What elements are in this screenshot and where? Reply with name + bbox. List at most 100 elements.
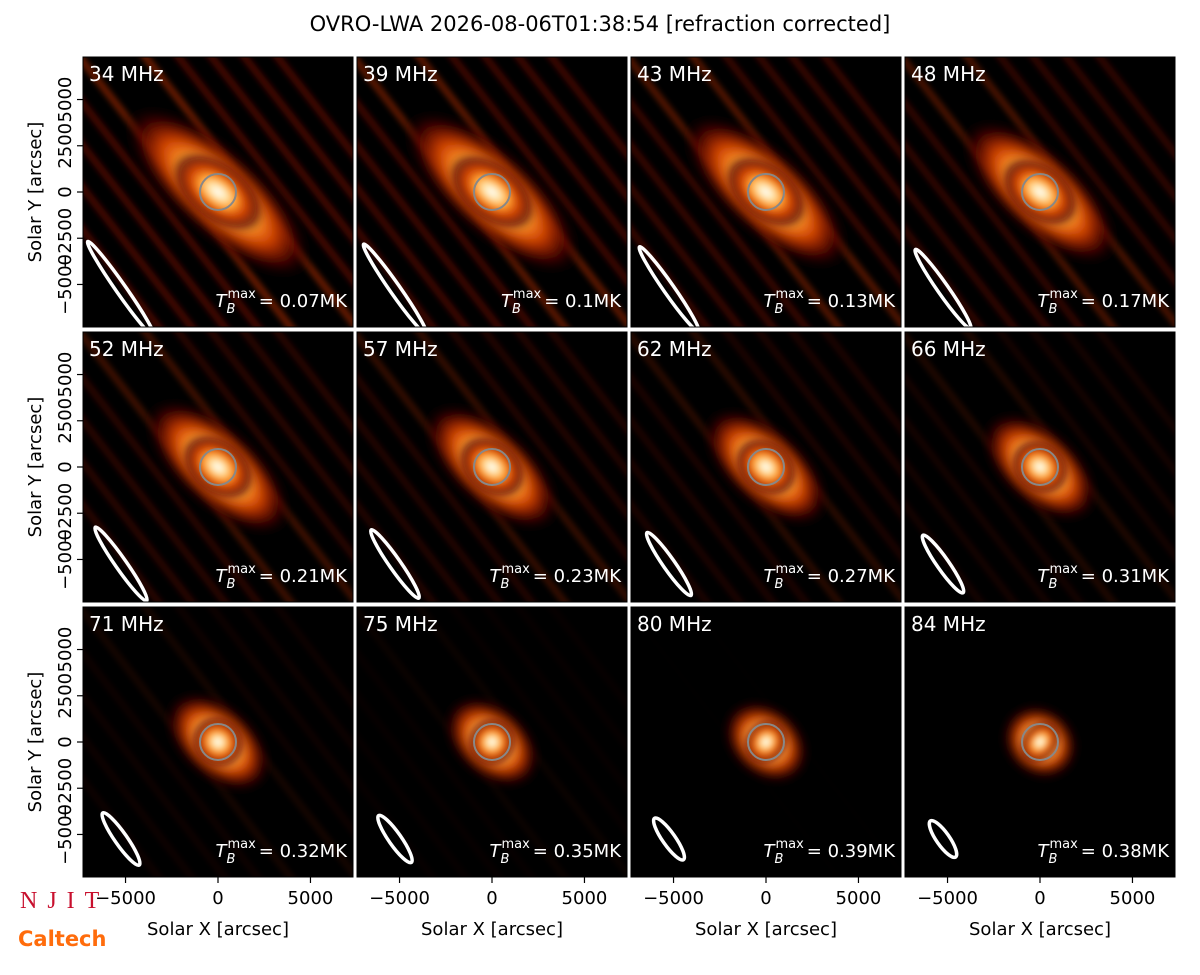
- sidelobe-streak: [83, 64, 295, 327]
- sidelobe-streak: [631, 57, 864, 327]
- annotation-text: = 0.17MK: [1081, 291, 1170, 312]
- annotation-sup: max: [775, 837, 804, 852]
- x-tick-label: 5000: [562, 888, 608, 909]
- annotation-symbol: T: [764, 291, 777, 312]
- emission-core: [458, 435, 526, 499]
- x-axis-label: Solar X [arcsec]: [421, 919, 563, 940]
- y-tick-label: 2500: [55, 123, 76, 169]
- panel: [631, 57, 901, 327]
- sidelobe-streak: [905, 64, 1117, 327]
- annotation-text: = 0.21MK: [259, 566, 348, 587]
- panel-frame: [630, 56, 902, 328]
- annotation-sub: B: [501, 852, 510, 867]
- annotation-text: = 0.23MK: [533, 566, 622, 587]
- x-tick-label: 0: [212, 888, 223, 909]
- solar-disk: [473, 173, 511, 211]
- sidelobe-streak: [83, 630, 275, 877]
- y-tick-label: 5000: [55, 77, 76, 123]
- sidelobe-streak: [456, 332, 627, 563]
- solar-disk: [1021, 448, 1059, 486]
- sidelobe-streak: [942, 57, 1175, 327]
- x-tick-label: 0: [760, 888, 771, 909]
- annotation-sup: max: [227, 287, 256, 302]
- beam: [368, 527, 422, 601]
- y-tick-label: −2500: [55, 483, 76, 544]
- annotation-text: = 0.32MK: [259, 841, 348, 862]
- annotation-sup: max: [501, 562, 530, 577]
- annotation-symbol: T: [216, 841, 229, 862]
- sidelobe-streak: [709, 57, 901, 304]
- solar-disk: [747, 448, 785, 486]
- sidelobe-streak: [435, 57, 627, 304]
- sidelobe-streak: [905, 80, 1097, 327]
- sidelobe-streak: [905, 57, 1138, 327]
- sidelobes: [83, 332, 353, 602]
- y-tick-label: −2500: [55, 208, 76, 269]
- y-axis-label: Solar Y [arcsec]: [25, 397, 46, 538]
- annotation: TBmax = 0.39MK: [764, 837, 897, 867]
- sidelobe-streak: [357, 57, 590, 327]
- annotation-sub: B: [1049, 852, 1058, 867]
- panel-title: 39 MHz: [363, 62, 438, 86]
- sidelobe-streak: [631, 64, 843, 327]
- sidelobe-streak: [942, 332, 1175, 602]
- emission-core: [734, 437, 798, 497]
- sidelobe-streak: [83, 332, 316, 602]
- y-tick-label: −5000: [55, 254, 76, 315]
- solar-disk: [473, 723, 511, 761]
- sidelobe-streak: [415, 57, 627, 320]
- annotation: TBmax = 0.1MK: [501, 287, 622, 317]
- panel-title: 34 MHz: [89, 62, 164, 86]
- sidelobe-streak: [357, 80, 549, 327]
- panel: [83, 607, 353, 877]
- annotation-sub: B: [775, 852, 784, 867]
- emission-core: [171, 151, 265, 233]
- sidelobe-streak: [161, 57, 353, 304]
- x-tick-label: −5000: [643, 888, 704, 909]
- y-tick-label: −5000: [55, 529, 76, 590]
- sidelobe-streak: [668, 57, 901, 327]
- njit-logo: NJIT: [20, 888, 109, 914]
- panel: [357, 332, 627, 602]
- figure-title: OVRO-LWA 2026-08-06T01:38:54 [refraction…: [310, 12, 891, 36]
- sidelobe-streak: [357, 630, 549, 877]
- sidelobe-streak: [120, 332, 353, 602]
- x-tick-label: 5000: [1110, 888, 1156, 909]
- y-tick-label: 0: [55, 736, 76, 747]
- emission-core: [1001, 157, 1079, 227]
- panel: [83, 332, 353, 602]
- annotation-sub: B: [1049, 302, 1058, 317]
- sidelobe-streak: [161, 332, 353, 579]
- annotation-sub: B: [775, 577, 784, 592]
- annotation-text: = 0.13MK: [807, 291, 896, 312]
- y-tick-label: 5000: [55, 352, 76, 398]
- x-tick-label: 0: [1034, 888, 1045, 909]
- annotation-sub: B: [501, 577, 510, 592]
- y-tick-label: −5000: [55, 804, 76, 865]
- solar-disk: [747, 723, 785, 761]
- sidelobe-streak: [120, 57, 353, 327]
- emission-core: [181, 433, 255, 501]
- sidelobe-streak: [631, 355, 823, 602]
- solar-disk: [473, 448, 511, 486]
- panel: [905, 607, 1175, 877]
- sidelobe-streak: [415, 332, 627, 595]
- annotation-sub: B: [775, 302, 784, 317]
- annotation-symbol: T: [1038, 841, 1051, 862]
- annotation-sup: max: [1049, 837, 1078, 852]
- annotation: TBmax = 0.21MK: [216, 562, 349, 592]
- annotation-text: = 0.35MK: [533, 841, 622, 862]
- sidelobe-streak: [83, 57, 316, 327]
- sidelobe-streak: [182, 332, 353, 563]
- emission-core: [1010, 439, 1070, 495]
- sidelobe-streak: [394, 57, 627, 327]
- annotation: TBmax = 0.13MK: [764, 287, 897, 317]
- sidelobe-streak: [120, 607, 353, 877]
- sidelobe-streak: [905, 332, 1138, 602]
- x-tick-label: 5000: [288, 888, 334, 909]
- sidelobe-streak: [357, 332, 590, 602]
- sidelobe-streak: [689, 332, 901, 595]
- sidelobe-streak: [415, 607, 627, 870]
- annotation: TBmax = 0.27MK: [764, 562, 897, 592]
